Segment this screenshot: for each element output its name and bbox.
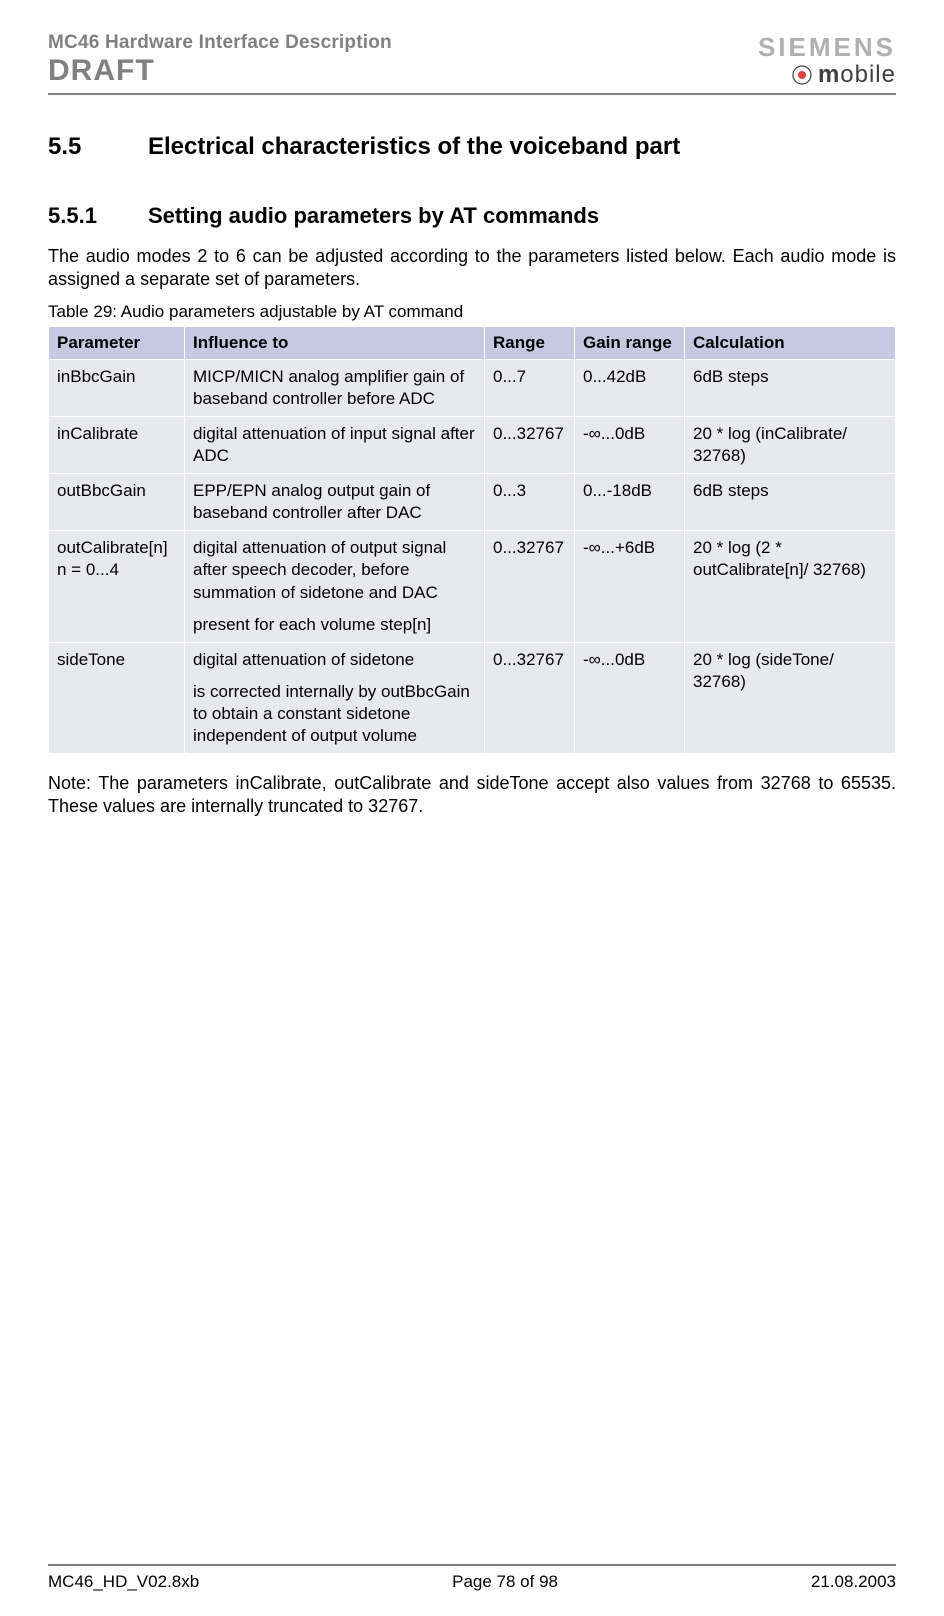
header-left: MC46 Hardware Interface Description DRAF… bbox=[48, 32, 392, 88]
td-influence: digital attenuation of input signal afte… bbox=[185, 416, 485, 473]
td-influence: digital attenuation of sidetoneis correc… bbox=[185, 642, 485, 753]
td-calculation: 20 * log (2 * outCalibrate[n]/ 32768) bbox=[685, 531, 896, 642]
th-calculation: Calculation bbox=[685, 326, 896, 359]
footer-center: Page 78 of 98 bbox=[452, 1572, 558, 1592]
note-paragraph: Note: The parameters inCalibrate, outCal… bbox=[48, 772, 896, 819]
siemens-logo: SIEMENS bbox=[758, 32, 896, 63]
td-parameter: inBbcGain bbox=[49, 359, 185, 416]
subsection-number: 5.5.1 bbox=[48, 203, 148, 229]
mobile-logo: mobile bbox=[792, 61, 896, 89]
td-calculation: 20 * log (sideTone/ 32768) bbox=[685, 642, 896, 753]
td-range: 0...32767 bbox=[485, 531, 575, 642]
td-parameter: sideTone bbox=[49, 642, 185, 753]
td-gain-range: 0...42dB bbox=[575, 359, 685, 416]
page-header: MC46 Hardware Interface Description DRAF… bbox=[48, 32, 896, 95]
th-gain-range: Gain range bbox=[575, 326, 685, 359]
page-footer: MC46_HD_V02.8xb Page 78 of 98 21.08.2003 bbox=[48, 1564, 896, 1592]
table-row: inBbcGainMICP/MICN analog amplifier gain… bbox=[49, 359, 896, 416]
section-heading-5-5: 5.5 Electrical characteristics of the vo… bbox=[48, 133, 896, 161]
td-calculation: 20 * log (inCalibrate/ 32768) bbox=[685, 416, 896, 473]
draft-label: DRAFT bbox=[48, 54, 392, 88]
td-gain-range: -∞...0dB bbox=[575, 416, 685, 473]
table-row: outBbcGainEPP/EPN analog output gain of … bbox=[49, 474, 896, 531]
td-influence: EPP/EPN analog output gain of baseband c… bbox=[185, 474, 485, 531]
td-influence: MICP/MICN analog amplifier gain of baseb… bbox=[185, 359, 485, 416]
audio-parameters-table: Parameter Influence to Range Gain range … bbox=[48, 326, 896, 754]
td-calculation: 6dB steps bbox=[685, 474, 896, 531]
td-calculation: 6dB steps bbox=[685, 359, 896, 416]
table-caption: Table 29: Audio parameters adjustable by… bbox=[48, 302, 896, 322]
mobile-text: mobile bbox=[818, 61, 896, 89]
logo-area: SIEMENS mobile bbox=[758, 32, 896, 89]
th-parameter: Parameter bbox=[49, 326, 185, 359]
section-heading-5-5-1: 5.5.1 Setting audio parameters by AT com… bbox=[48, 203, 896, 229]
th-influence: Influence to bbox=[185, 326, 485, 359]
document-title: MC46 Hardware Interface Description bbox=[48, 32, 392, 54]
td-range: 0...7 bbox=[485, 359, 575, 416]
th-range: Range bbox=[485, 326, 575, 359]
td-range: 0...32767 bbox=[485, 642, 575, 753]
footer-right: 21.08.2003 bbox=[811, 1572, 896, 1592]
table-row: inCalibratedigital attenuation of input … bbox=[49, 416, 896, 473]
table-row: outCalibrate[n] n = 0...4digital attenua… bbox=[49, 531, 896, 642]
td-gain-range: -∞...+6dB bbox=[575, 531, 685, 642]
table-header-row: Parameter Influence to Range Gain range … bbox=[49, 326, 896, 359]
td-gain-range: -∞...0dB bbox=[575, 642, 685, 753]
td-influence: digital attenuation of output signal aft… bbox=[185, 531, 485, 642]
mobile-icon bbox=[792, 65, 812, 85]
td-parameter: inCalibrate bbox=[49, 416, 185, 473]
td-parameter: outBbcGain bbox=[49, 474, 185, 531]
intro-paragraph: The audio modes 2 to 6 can be adjusted a… bbox=[48, 245, 896, 292]
subsection-title: Setting audio parameters by AT commands bbox=[148, 203, 599, 229]
td-range: 0...32767 bbox=[485, 416, 575, 473]
footer-left: MC46_HD_V02.8xb bbox=[48, 1572, 199, 1592]
td-parameter: outCalibrate[n] n = 0...4 bbox=[49, 531, 185, 642]
section-number: 5.5 bbox=[48, 133, 148, 161]
section-title: Electrical characteristics of the voiceb… bbox=[148, 133, 680, 161]
td-range: 0...3 bbox=[485, 474, 575, 531]
table-row: sideTonedigital attenuation of sidetonei… bbox=[49, 642, 896, 753]
td-gain-range: 0...-18dB bbox=[575, 474, 685, 531]
